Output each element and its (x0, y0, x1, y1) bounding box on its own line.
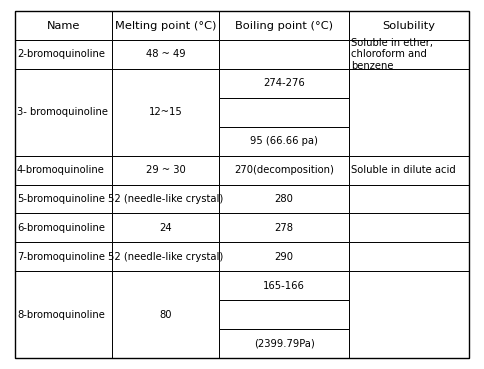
Bar (349, 40, 469, 69)
Bar (219, 69, 349, 98)
Bar (112, 184, 219, 213)
Text: 5-bromoquinoline: 5-bromoquinoline (17, 194, 105, 204)
Bar (112, 271, 219, 358)
Bar (349, 184, 469, 213)
Bar (349, 213, 469, 242)
Bar (15, 11, 112, 40)
Bar (112, 242, 219, 271)
Text: 280: 280 (274, 194, 293, 204)
Bar (349, 271, 469, 358)
Bar (219, 300, 349, 329)
Bar (112, 213, 219, 242)
Text: Soluble in dilute acid: Soluble in dilute acid (351, 165, 456, 175)
Bar (219, 156, 349, 184)
Bar (219, 11, 349, 40)
Bar (349, 11, 469, 40)
Bar (349, 69, 469, 156)
Bar (349, 156, 469, 184)
Bar (112, 11, 219, 40)
Bar (219, 242, 349, 271)
Text: 278: 278 (274, 223, 294, 233)
Text: 8-bromoquinoline: 8-bromoquinoline (17, 310, 105, 320)
Text: (2399.79Pa): (2399.79Pa) (254, 338, 315, 348)
Bar (219, 127, 349, 156)
Text: 6-bromoquinoline: 6-bromoquinoline (17, 223, 105, 233)
Text: 80: 80 (160, 310, 172, 320)
Text: 274-276: 274-276 (263, 78, 305, 88)
Bar (219, 98, 349, 127)
Text: 48 ~ 49: 48 ~ 49 (146, 49, 185, 59)
Text: 290: 290 (274, 252, 294, 262)
Bar (219, 184, 349, 213)
Bar (15, 242, 112, 271)
Bar (219, 329, 349, 358)
Bar (15, 69, 112, 156)
Bar (15, 156, 112, 184)
Text: 12~15: 12~15 (149, 107, 182, 117)
Text: Soluble in ether,
chloroform and
benzene: Soluble in ether, chloroform and benzene (351, 38, 433, 71)
Text: 95 (66.66 pa): 95 (66.66 pa) (250, 136, 318, 146)
Text: Name: Name (47, 21, 80, 31)
Text: 24: 24 (160, 223, 172, 233)
Bar (15, 271, 112, 358)
Text: Solubility: Solubility (383, 21, 436, 31)
Bar (15, 40, 112, 69)
Bar (112, 156, 219, 184)
Bar (112, 69, 219, 156)
Bar (112, 40, 219, 69)
Text: Melting point (°C): Melting point (°C) (115, 21, 216, 31)
Bar (15, 184, 112, 213)
Bar (219, 271, 349, 300)
Bar (219, 40, 349, 69)
Bar (219, 213, 349, 242)
Text: 2-bromoquinoline: 2-bromoquinoline (17, 49, 105, 59)
Bar (349, 242, 469, 271)
Text: 52 (needle-like crystal): 52 (needle-like crystal) (108, 194, 224, 204)
Text: 4-bromoquinoline: 4-bromoquinoline (17, 165, 105, 175)
Text: 165-166: 165-166 (263, 281, 305, 291)
Bar (15, 213, 112, 242)
Text: 270(decomposition): 270(decomposition) (234, 165, 334, 175)
Text: 52 (needle-like crystal): 52 (needle-like crystal) (108, 252, 224, 262)
Text: 29 ~ 30: 29 ~ 30 (146, 165, 186, 175)
Text: 3- bromoquinoline: 3- bromoquinoline (17, 107, 108, 117)
Text: Boiling point (°C): Boiling point (°C) (235, 21, 333, 31)
Text: 7-bromoquinoline: 7-bromoquinoline (17, 252, 105, 262)
